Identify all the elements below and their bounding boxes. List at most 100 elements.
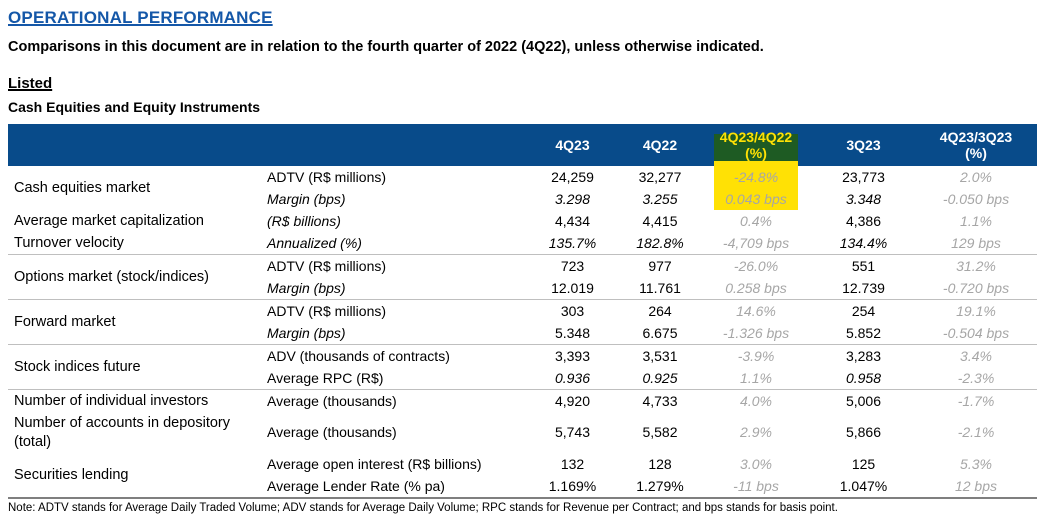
row-group-label: Cash equities market — [14, 179, 151, 196]
value-cell: -0.504 bps — [942, 324, 1010, 341]
row-metric-label: (R$ billions) — [267, 212, 341, 229]
header-blank-group — [8, 124, 263, 166]
value-cell: -3.9% — [700, 344, 812, 367]
row-metric-label: ADTV (R$ millions) — [267, 168, 387, 185]
value-cell: 2.9% — [740, 424, 772, 440]
value-cell: -1.326 bps — [722, 324, 790, 341]
table-body: Cash equities market ADTV (R$ millions) 24… — [8, 166, 1037, 498]
table-row: Average RPC (R$) 0.936 0.925 1.1% 0.958 -2.3% — [8, 367, 1037, 390]
value-cell: 551 — [812, 254, 915, 277]
value-cell: -0.050 bps — [942, 190, 1010, 207]
column-header-4q22: 4Q22 — [620, 124, 700, 166]
value-cell: 4,733 — [620, 389, 700, 412]
value-cell: -11 bps — [733, 477, 779, 494]
value-cell: 1.047% — [839, 477, 888, 494]
row-group-label: Average market capitalization — [14, 212, 204, 229]
value-cell: 134.4% — [839, 234, 888, 251]
column-header-4q23: 4Q23 — [525, 124, 620, 166]
value-cell: 4,434 — [554, 212, 591, 229]
row-metric-label: Average RPC (R$) — [267, 369, 384, 386]
row-metric-label: Average (thousands) — [263, 389, 525, 412]
value-cell: 1.1% — [960, 212, 992, 229]
value-cell: 4,386 — [845, 212, 882, 229]
value-cell: 12 bps — [954, 477, 998, 494]
row-group-label: Forward market — [8, 299, 263, 345]
value-cell: 4.0% — [700, 389, 812, 412]
table-heading: Cash Equities and Equity Instruments — [8, 99, 261, 115]
value-cell: 1.279% — [636, 477, 684, 494]
value-cell: 3.4% — [915, 344, 1037, 367]
value-cell: 303 — [525, 299, 620, 322]
value-cell: 2.0% — [960, 168, 992, 185]
value-cell: 12.019 — [551, 279, 594, 296]
row-group-label: Stock indices future — [8, 344, 263, 390]
value-cell: 1.1% — [740, 369, 772, 386]
table-row: Margin (bps) 3.298 3.255 0.043 bps 3.348 -0.0… — [8, 188, 1037, 210]
value-cell: 5,006 — [812, 389, 915, 412]
value-cell: 4,920 — [525, 389, 620, 412]
value-cell: -2.3% — [957, 369, 995, 386]
value-cell: 12.739 — [842, 279, 885, 296]
comparison-note: Comparisons in this document are in rela… — [8, 39, 764, 55]
table-header-row: 4Q23 4Q22 4Q23/4Q22 (%) 3Q23 4Q23/3Q23 (%) — [8, 124, 1037, 166]
value-cell-highlighted: -24.8% — [700, 166, 812, 188]
row-group-label: Securities lending — [14, 466, 129, 483]
table-header: 4Q23 4Q22 4Q23/4Q22 (%) 3Q23 4Q23/3Q23 (%) — [8, 124, 1037, 166]
table-row: Stock indices future ADV (thousands of co… — [8, 344, 1037, 390]
row-metric-label: ADTV (R$ millions) — [263, 299, 525, 322]
value-cell: 23,773 — [842, 168, 885, 185]
value-cell: 5,582 — [642, 424, 678, 440]
value-cell: -1.7% — [915, 389, 1037, 412]
value-cell: 32,277 — [638, 168, 682, 185]
row-metric-label: ADV (thousands of contracts) — [263, 344, 525, 367]
value-cell: -26.0% — [700, 254, 812, 277]
value-cell: 125 — [851, 455, 876, 472]
row-metric-label: Average Lender Rate (% pa) — [267, 477, 445, 494]
column-header-4q23-4q22: 4Q23/4Q22 (%) — [700, 124, 812, 166]
row-metric-label: Margin (bps) — [267, 190, 346, 207]
value-cell: 19.1% — [915, 299, 1037, 322]
header-blank-metric — [263, 124, 525, 166]
value-cell: 5,866 — [845, 424, 882, 440]
column-header-4q23-3q23: 4Q23/3Q23 (%) — [915, 124, 1037, 166]
table-row: Number of accounts in depository (total)… — [8, 412, 1037, 453]
value-cell: 3,531 — [620, 344, 700, 367]
value-cell: 0.4% — [740, 212, 772, 229]
value-cell: 3.298 — [554, 190, 591, 207]
table-row: Average market capitalization (R$ billion… — [8, 210, 1037, 232]
table-row: Securities lending Average open interest … — [8, 453, 1037, 483]
value-cell: 264 — [620, 299, 700, 322]
value-cell: 3.255 — [642, 190, 678, 207]
table-row: Forward market ADTV (R$ millions) 303 264 14… — [8, 299, 1037, 345]
value-cell: 0.925 — [642, 369, 678, 386]
value-cell: 5,743 — [554, 424, 591, 440]
value-cell: 14.6% — [700, 299, 812, 322]
page-title: OPERATIONAL PERFORMANCE — [8, 8, 273, 27]
value-cell: 24,259 — [551, 168, 594, 185]
column-header-3q23: 3Q23 — [812, 124, 915, 166]
row-metric-label: Average open interest (R$ billions) — [267, 455, 482, 472]
value-cell: -4,709 bps — [722, 234, 790, 251]
row-metric-label: Margin (bps) — [267, 279, 346, 296]
table-row: Margin (bps) 5.348 6.675 -1.326 bps 5.852 -0.… — [8, 322, 1037, 345]
value-cell: 132 — [560, 455, 585, 472]
value-cell: 182.8% — [636, 234, 684, 251]
value-cell: 3,283 — [812, 344, 915, 367]
value-cell: 128 — [648, 455, 672, 472]
value-cell: -0.720 bps — [942, 279, 1010, 296]
footnote: Note: ADTV stands for Average Daily Trad… — [8, 502, 838, 514]
row-group-label: Number of individual investors — [8, 389, 263, 412]
value-cell: -2.1% — [957, 424, 995, 440]
value-cell: 31.2% — [915, 254, 1037, 277]
row-metric-label: Annualized (%) — [267, 234, 362, 251]
table-row: Turnover velocity Annualized (%) 135.7% 182… — [8, 232, 1037, 255]
value-cell: 0.258 bps — [725, 279, 787, 296]
row-metric-label: ADTV (R$ millions) — [263, 254, 525, 277]
table-row: Average Lender Rate (% pa) 1.169% 1.279% -1… — [8, 475, 1037, 498]
table-row: Cash equities market ADTV (R$ millions) 24… — [8, 166, 1037, 196]
table-row: Margin (bps) 12.019 11.761 0.258 bps 12.739 -… — [8, 277, 1037, 300]
value-cell: 5.3% — [960, 455, 992, 472]
value-cell: 4,415 — [642, 212, 678, 229]
value-cell: 129 bps — [951, 234, 1001, 251]
